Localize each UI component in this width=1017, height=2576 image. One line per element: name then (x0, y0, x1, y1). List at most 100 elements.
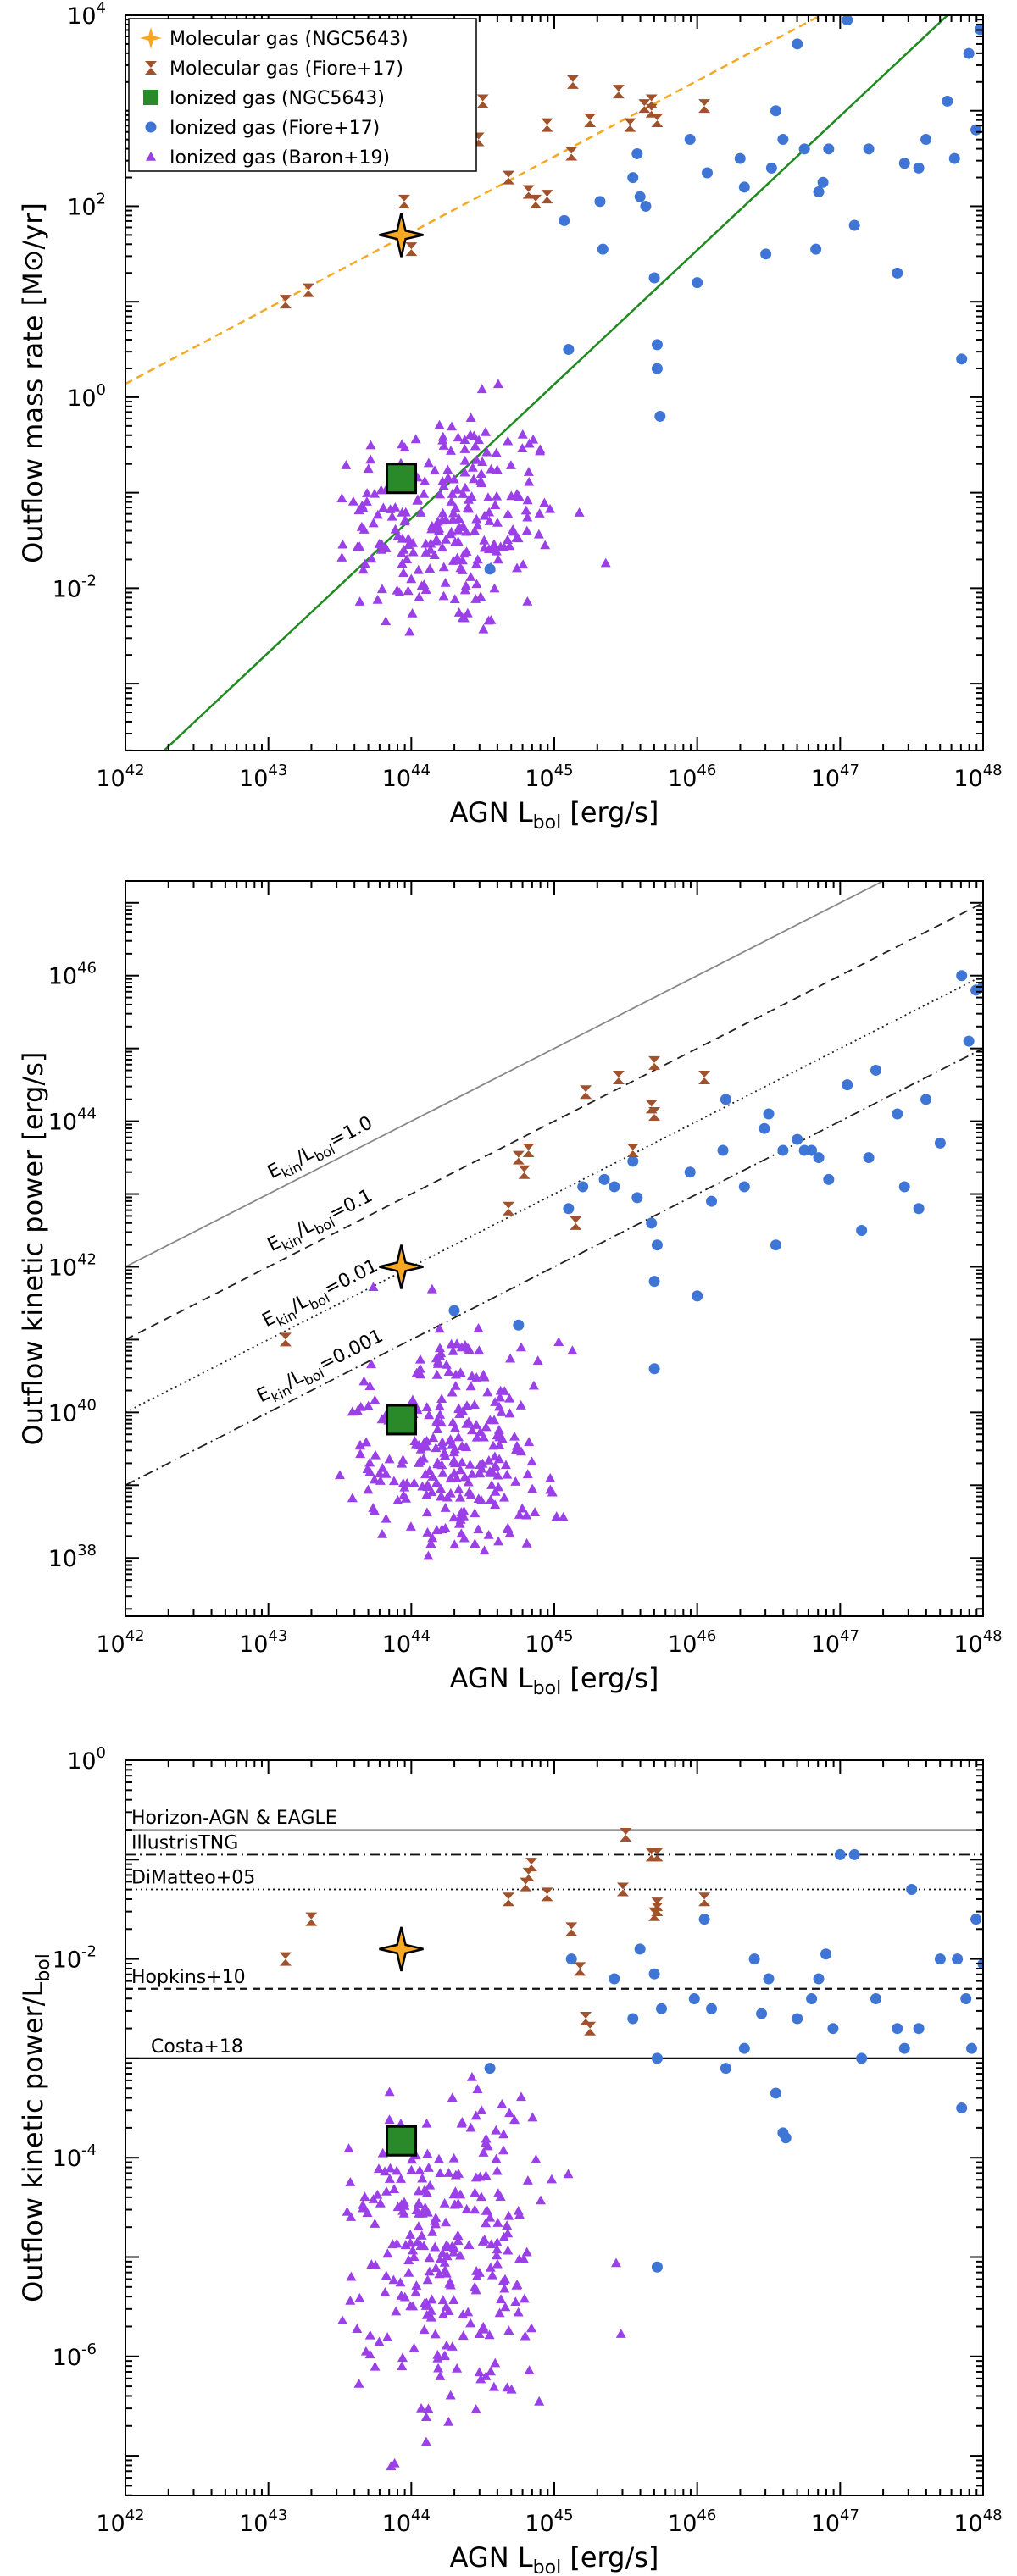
baron-point (395, 2277, 406, 2287)
fiore-ionized-point (627, 172, 639, 184)
x-tick-label: 1043 (239, 2507, 287, 2537)
baron-point (524, 476, 535, 486)
x-tick-label: 1044 (382, 1627, 431, 1658)
fiore-ionized-point (651, 2261, 663, 2273)
baron-point (460, 580, 471, 590)
baron-point (546, 2174, 557, 2184)
fiore-ionized-point (763, 1108, 775, 1120)
baron-point (448, 2189, 459, 2199)
baron-point (504, 1393, 515, 1403)
baron-point (362, 2208, 373, 2217)
fiore-molecular-point (565, 1922, 578, 1936)
baron-point (522, 512, 533, 522)
baron-point (408, 2342, 420, 2352)
fiore-ionized-point (934, 1137, 946, 1149)
fiore-ionized-point (806, 1993, 818, 2005)
baron-point (402, 554, 413, 563)
baron-point (397, 2205, 408, 2215)
baron-point (461, 526, 472, 536)
fiore-ionized-point (706, 1195, 718, 1207)
baron-point (375, 485, 386, 495)
baron-point (470, 1420, 481, 1429)
baron-point (472, 2084, 483, 2094)
baron-point (414, 2208, 425, 2218)
baron-point (461, 1400, 472, 1410)
fiore-molecular-point (612, 1071, 625, 1085)
baron-point (563, 2169, 574, 2179)
baron-point (479, 1371, 490, 1382)
baron-point (424, 1410, 435, 1420)
baron-point (397, 1458, 408, 1468)
baron-point (398, 1490, 409, 1500)
series-baron (336, 379, 611, 636)
ratio-line (125, 974, 983, 1414)
legend-marker (145, 61, 157, 75)
baron-point (366, 553, 377, 563)
baron-point (434, 523, 445, 533)
baron-point (470, 2187, 481, 2197)
baron-point (490, 1460, 501, 1470)
baron-point (481, 2133, 492, 2143)
baron-point (407, 1394, 418, 1404)
fiore-molecular-point (648, 1107, 661, 1122)
baron-point (459, 1471, 470, 1482)
fiore-molecular-point (541, 118, 553, 132)
baron-point (445, 1487, 456, 1498)
baron-point (492, 2244, 503, 2254)
x-tick-label: 1043 (239, 1627, 287, 1658)
baron-point (417, 2173, 428, 2183)
baron-point (428, 1432, 439, 1443)
fiore-ionized-point (706, 2003, 718, 2014)
fiore-molecular-point (565, 147, 578, 161)
baron-point (420, 2185, 431, 2194)
baron-point (510, 1476, 521, 1486)
fiore-ionized-point (609, 1181, 620, 1193)
baron-point (490, 1499, 501, 1510)
baron-point (470, 1508, 481, 1518)
fiore-ionized-point (720, 1094, 731, 1105)
baron-point (492, 2218, 503, 2227)
baron-point (431, 1477, 442, 1487)
baron-point (446, 1338, 457, 1349)
baron-point (399, 1482, 410, 1492)
fiore-ionized-point (810, 243, 822, 255)
baron-point (467, 1425, 478, 1435)
baron-point (364, 2349, 375, 2359)
fiore-ionized-point (720, 2063, 731, 2075)
baron-point (464, 1487, 475, 1497)
baron-point (434, 419, 445, 429)
baron-point (453, 536, 464, 546)
baron-point (535, 446, 546, 456)
baron-point (455, 2189, 466, 2199)
plot-frame (125, 880, 984, 1617)
baron-point (438, 562, 449, 572)
baron-point (419, 2241, 430, 2251)
baron-point (370, 2361, 381, 2371)
baron-point (414, 1363, 425, 1373)
baron-point (408, 2301, 419, 2311)
baron-point (421, 2118, 432, 2128)
fiore-ionized-point (698, 1914, 710, 1925)
fiore-ionized-point (756, 2008, 768, 2019)
baron-point (456, 1342, 467, 1352)
baron-point (392, 1495, 403, 1504)
baron-point (471, 1372, 482, 1382)
baron-point (445, 1434, 456, 1443)
x-tick-label: 1045 (525, 1627, 573, 1658)
baron-point (433, 2363, 444, 2373)
baron-point (372, 509, 383, 519)
baron-point (457, 612, 468, 623)
baron-point (355, 1449, 366, 1459)
fiore-ionized-point (597, 243, 609, 255)
baron-point (444, 2278, 455, 2288)
baron-point (433, 2153, 444, 2163)
y-tick-label: 1040 (48, 1396, 97, 1426)
baron-point (558, 1511, 569, 1521)
baron-point (520, 505, 531, 515)
baron-point (521, 1537, 532, 1548)
baron-point (500, 2302, 511, 2312)
fiore-ionized-point (563, 1203, 575, 1215)
baron-point (385, 2163, 396, 2173)
fiore-molecular-point (530, 194, 542, 208)
baron-point (459, 435, 470, 444)
